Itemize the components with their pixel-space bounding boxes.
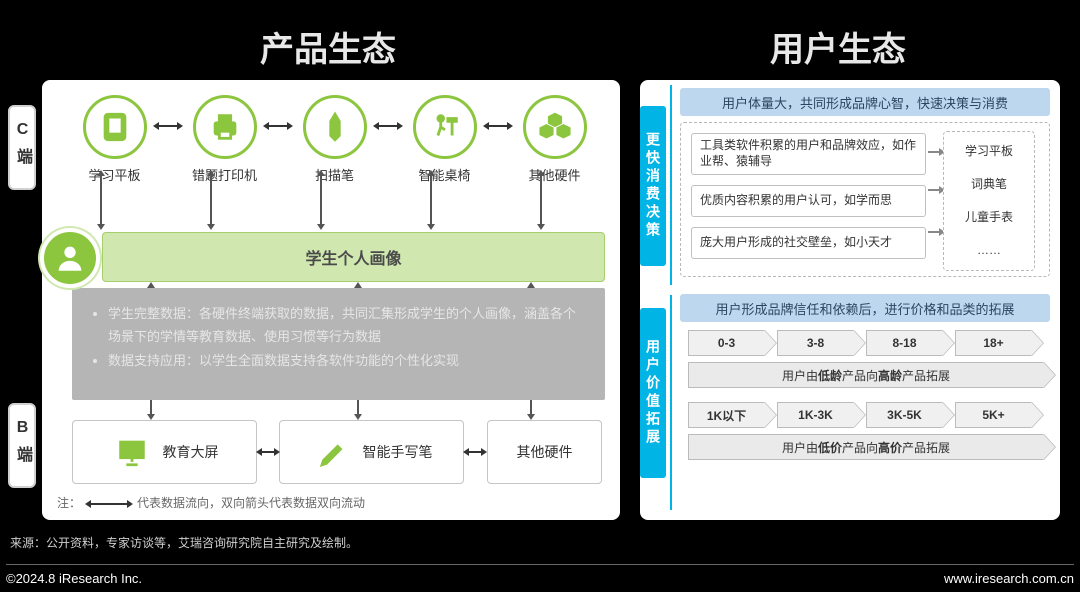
pen-icon: [303, 95, 367, 159]
chevron-segment: 8-18: [866, 330, 943, 356]
data-bullet: 数据支持应用：以学生全面数据支持各软件功能的个性化实现: [108, 349, 585, 372]
bi-arrow-vertical-icon: [100, 174, 102, 226]
bi-arrow-icon: [267, 125, 289, 127]
c-item-label: 其他硬件: [512, 165, 597, 184]
stylus-icon: [311, 431, 353, 473]
c-item-tablet: 学习平板: [72, 95, 157, 184]
c-item-label: 扫描笔: [292, 165, 377, 184]
header-value-expand: 用户形成品牌信任和依赖后，进行价格和品类的拓展: [680, 294, 1050, 322]
bi-arrow-icon: [260, 451, 276, 453]
section-title-right: 用户生态: [770, 22, 906, 71]
age-expand-label: 用户由低龄产品向高龄产品拓展: [688, 362, 1044, 388]
section-title-left: 产品生态: [260, 22, 396, 71]
price-chevron-strip: 1K以下 1K-3K 3K-5K 5K+: [688, 402, 1044, 428]
b-item: 智能手写笔: [279, 420, 464, 484]
chevron-segment: 5K+: [955, 402, 1032, 428]
device-item: ……: [950, 239, 1028, 263]
device-item: 学习平板: [950, 140, 1028, 164]
bi-arrow-icon: [157, 125, 179, 127]
b-item: 其他硬件: [487, 420, 602, 484]
b-item-label: 智能手写笔: [363, 442, 433, 462]
c-end-row: 学习平板 错题打印机 扫描笔 智能桌椅 其他硬件: [57, 95, 605, 205]
b-item-label: 其他硬件: [517, 442, 573, 462]
student-profile-icon: [40, 228, 100, 288]
desk-icon: [413, 95, 477, 159]
brand-cell: 庞大用户形成的社交壁垒，如小天才: [691, 227, 926, 259]
arrow-icon: [928, 231, 940, 233]
c-item-pen: 扫描笔: [292, 95, 377, 184]
b-item-label: 教育大屏: [163, 442, 219, 462]
price-expand-label: 用户由低价产品向高价产品拓展: [688, 434, 1044, 460]
arrow-icon: [928, 151, 940, 153]
device-item: 词典笔: [950, 173, 1028, 197]
age-chevron-strip: 0-3 3-8 8-18 18+: [688, 330, 1044, 356]
c-item-cubes: 其他硬件: [512, 95, 597, 184]
tab-b-end: B端: [8, 403, 36, 488]
device-item: 儿童手表: [950, 206, 1028, 230]
user-ecology-panel: 更快消费决策 用户价值拓展 用户体量大，共同形成品牌心智，快速决策与消费 工具类…: [640, 80, 1060, 520]
printer-icon: [193, 95, 257, 159]
bi-arrow-icon: [487, 125, 509, 127]
divider-line: [670, 295, 672, 510]
divider-line: [670, 85, 672, 285]
chevron-segment: 18+: [955, 330, 1032, 356]
chevron-segment: 0-3: [688, 330, 765, 356]
chevron-segment: 1K-3K: [777, 402, 854, 428]
c-item-desk: 智能桌椅: [402, 95, 487, 184]
cubes-icon: [523, 95, 587, 159]
chevron-segment: 3K-5K: [866, 402, 943, 428]
bi-arrow-icon: [467, 451, 483, 453]
brand-cell: 优质内容积累的用户认可，如学而思: [691, 185, 926, 217]
bi-arrow-vertical-icon: [320, 174, 322, 226]
source-text: 来源：公开资料，专家访谈等，艾瑞咨询研究院自主研究及绘制。: [10, 534, 358, 551]
c-item-label: 学习平板: [72, 165, 157, 184]
bi-arrow-icon: [377, 125, 399, 127]
bi-arrow-vertical-icon: [430, 174, 432, 226]
chevron-segment: 1K以下: [688, 402, 765, 428]
b-end-row: 教育大屏 智能手写笔 其他硬件: [57, 420, 605, 490]
data-description-box: 学生完整数据：各硬件终端获取的数据，共同汇集形成学生的个人画像，涵盖各个场景下的…: [72, 288, 605, 400]
c-item-printer: 错题打印机: [182, 95, 267, 184]
student-profile-bar: 学生个人画像: [102, 232, 605, 282]
arrow-icon: [928, 189, 940, 191]
board-icon: [111, 431, 153, 473]
b-item: 教育大屏: [72, 420, 257, 484]
brand-mind-box: 工具类软件积累的用户和品牌效应，如作业帮、猿辅导优质内容积累的用户认可，如学而思…: [680, 122, 1050, 277]
right-tab-fast-decision: 更快消费决策: [640, 106, 666, 266]
copyright-text: ©2024.8 iResearch Inc.: [6, 564, 1074, 586]
tab-c-end: C端: [8, 105, 36, 190]
chevron-segment: 3-8: [777, 330, 854, 356]
legend: 注：代表数据流向，双向箭头代表数据双向流动: [57, 494, 365, 511]
right-tab-value-expand: 用户价值拓展: [640, 308, 666, 478]
site-url: www.iresearch.com.cn: [944, 571, 1074, 586]
tablet-icon: [83, 95, 147, 159]
brand-cell: 工具类软件积累的用户和品牌效应，如作业帮、猿辅导: [691, 133, 926, 175]
product-ecology-panel: 学习平板 错题打印机 扫描笔 智能桌椅 其他硬件 学生个人画像 学生完整数据：各…: [42, 80, 620, 520]
bi-arrow-vertical-icon: [540, 174, 542, 226]
device-list-box: 学习平板词典笔儿童手表 ……: [943, 131, 1035, 271]
bi-arrow-vertical-icon: [210, 174, 212, 226]
c-item-label: 智能桌椅: [402, 165, 487, 184]
header-fast-decision: 用户体量大，共同形成品牌心智，快速决策与消费: [680, 88, 1050, 116]
c-item-label: 错题打印机: [182, 165, 267, 184]
data-bullet: 学生完整数据：各硬件终端获取的数据，共同汇集形成学生的个人画像，涵盖各个场景下的…: [108, 302, 585, 349]
